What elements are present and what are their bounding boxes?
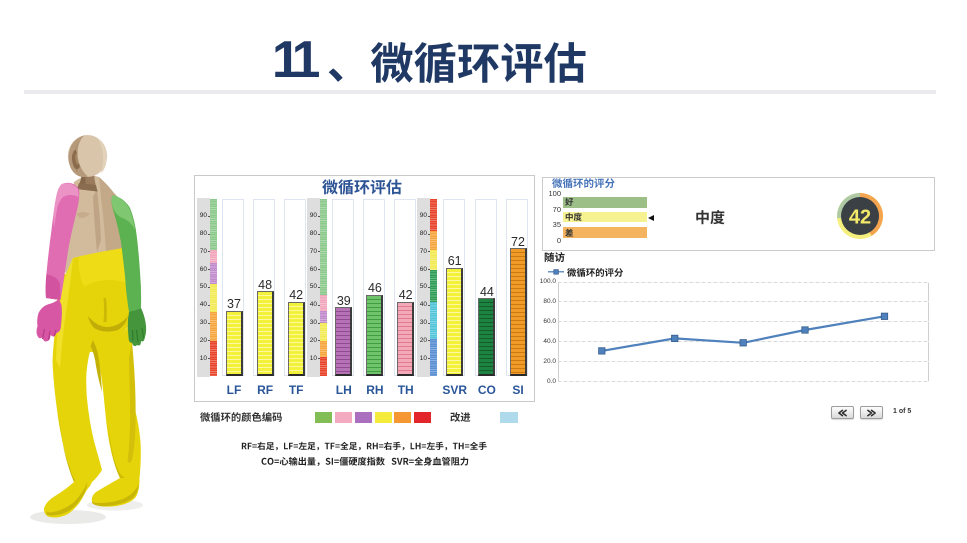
svg-text:42: 42 (849, 207, 871, 229)
